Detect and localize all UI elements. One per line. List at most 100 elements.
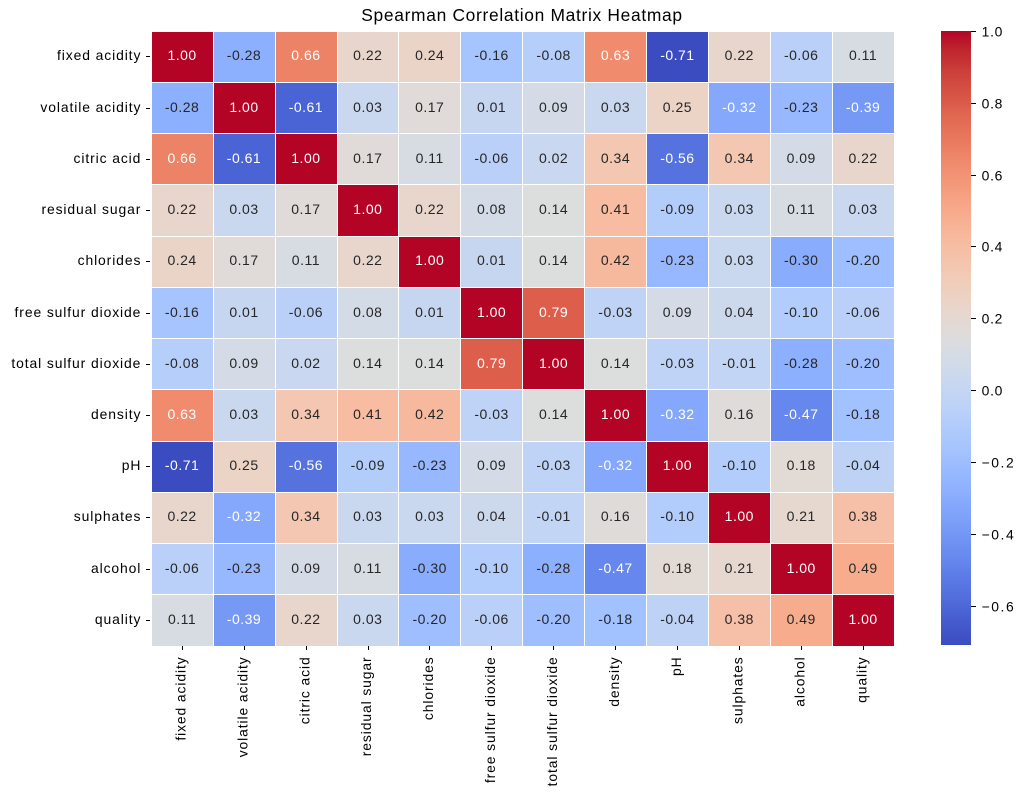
svg-text:-0.10: -0.10 [722,457,756,473]
svg-text:0.11: 0.11 [354,560,382,576]
svg-text:0.03: 0.03 [725,252,754,268]
svg-text:0.49: 0.49 [848,560,877,576]
svg-text:0.42: 0.42 [415,406,444,422]
svg-text:0.14: 0.14 [353,355,382,371]
svg-text:0.11: 0.11 [168,611,196,627]
svg-text:0.22: 0.22 [291,611,320,627]
svg-text:0.11: 0.11 [416,150,444,166]
svg-text:0.2: 0.2 [982,310,1004,326]
svg-text:0.14: 0.14 [601,355,630,371]
svg-text:0.38: 0.38 [848,508,877,524]
svg-text:0.22: 0.22 [725,47,754,63]
svg-text:0.25: 0.25 [663,99,692,115]
svg-text:0.34: 0.34 [291,508,320,524]
svg-text:-0.47: -0.47 [784,406,818,422]
svg-text:-0.39: -0.39 [227,611,261,627]
svg-text:-0.18: -0.18 [846,406,880,422]
svg-text:0.09: 0.09 [291,560,320,576]
svg-text:0.01: 0.01 [229,304,258,320]
svg-text:0.24: 0.24 [167,252,196,268]
svg-text:-0.16: -0.16 [474,47,508,63]
svg-text:0.24: 0.24 [415,47,444,63]
svg-text:0.04: 0.04 [477,508,506,524]
svg-text:0.16: 0.16 [725,406,754,422]
svg-text:chlorides: chlorides [78,252,142,268]
svg-text:0.01: 0.01 [477,99,506,115]
svg-text:pH: pH [122,457,142,473]
svg-text:density: density [606,656,622,706]
svg-text:0.14: 0.14 [415,355,444,371]
svg-text:1.00: 1.00 [415,252,444,268]
svg-text:total sulfur dioxide: total sulfur dioxide [11,355,141,371]
svg-text:-0.47: -0.47 [598,560,632,576]
svg-text:0.63: 0.63 [167,406,196,422]
svg-text:0.16: 0.16 [601,508,630,524]
svg-text:0.22: 0.22 [167,201,196,217]
svg-text:-0.06: -0.06 [474,611,508,627]
svg-text:free sulfur dioxide: free sulfur dioxide [482,656,498,783]
svg-text:1.00: 1.00 [229,99,258,115]
svg-text:volatile acidity: volatile acidity [234,656,250,757]
svg-text:density: density [91,406,141,422]
svg-text:0.03: 0.03 [353,99,382,115]
svg-text:alcohol: alcohol [91,560,141,576]
svg-text:pH: pH [668,656,684,676]
svg-text:0.09: 0.09 [787,150,816,166]
svg-text:0.8: 0.8 [982,95,1004,111]
svg-text:0.42: 0.42 [601,252,630,268]
svg-text:1.00: 1.00 [539,355,568,371]
svg-text:0.14: 0.14 [539,252,568,268]
svg-text:residual sugar: residual sugar [41,201,141,217]
svg-text:-0.39: -0.39 [846,99,880,115]
svg-text:0.04: 0.04 [725,304,754,320]
svg-text:-0.71: -0.71 [165,457,199,473]
svg-text:0.03: 0.03 [601,99,630,115]
svg-text:-0.04: -0.04 [846,457,880,473]
svg-text:0.03: 0.03 [848,201,877,217]
svg-text:0.09: 0.09 [539,99,568,115]
svg-text:0.22: 0.22 [353,252,382,268]
svg-text:-0.30: -0.30 [412,560,446,576]
svg-text:1.00: 1.00 [601,406,630,422]
svg-text:0.6: 0.6 [982,167,1004,183]
svg-text:0.03: 0.03 [353,508,382,524]
svg-text:0.63: 0.63 [601,47,630,63]
svg-text:quality: quality [95,611,141,627]
svg-text:−0.6: −0.6 [982,598,1016,614]
svg-text:0.66: 0.66 [167,150,196,166]
svg-text:0.11: 0.11 [849,47,877,63]
svg-text:-0.04: -0.04 [660,611,694,627]
svg-text:sulphates: sulphates [730,656,746,724]
svg-text:1.00: 1.00 [848,611,877,627]
svg-text:-0.08: -0.08 [536,47,570,63]
svg-text:alcohol: alcohol [792,656,808,706]
svg-text:fixed acidity: fixed acidity [57,47,141,63]
svg-text:-0.08: -0.08 [165,355,199,371]
svg-text:0.34: 0.34 [291,406,320,422]
svg-text:0.22: 0.22 [353,47,382,63]
svg-text:0.09: 0.09 [477,457,506,473]
svg-text:-0.03: -0.03 [536,457,570,473]
svg-text:0.18: 0.18 [663,560,692,576]
svg-text:Spearman Correlation Matrix He: Spearman Correlation Matrix Heatmap [361,5,683,25]
svg-text:0.08: 0.08 [477,201,506,217]
svg-text:0.01: 0.01 [477,252,506,268]
svg-text:quality: quality [854,656,870,702]
svg-text:0.03: 0.03 [353,611,382,627]
svg-text:residual sugar: residual sugar [358,656,374,756]
svg-text:-0.10: -0.10 [660,508,694,524]
svg-text:0.0: 0.0 [982,382,1004,398]
svg-text:fixed acidity: fixed acidity [173,656,189,740]
svg-text:-0.28: -0.28 [784,355,818,371]
svg-text:0.11: 0.11 [787,201,815,217]
svg-text:0.25: 0.25 [229,457,258,473]
svg-text:0.01: 0.01 [415,304,444,320]
svg-text:0.34: 0.34 [725,150,754,166]
svg-text:-0.28: -0.28 [165,99,199,115]
svg-text:sulphates: sulphates [74,508,142,524]
svg-text:0.21: 0.21 [787,508,816,524]
svg-text:0.09: 0.09 [663,304,692,320]
svg-text:-0.61: -0.61 [289,99,323,115]
svg-text:-0.20: -0.20 [412,611,446,627]
svg-text:-0.23: -0.23 [412,457,446,473]
